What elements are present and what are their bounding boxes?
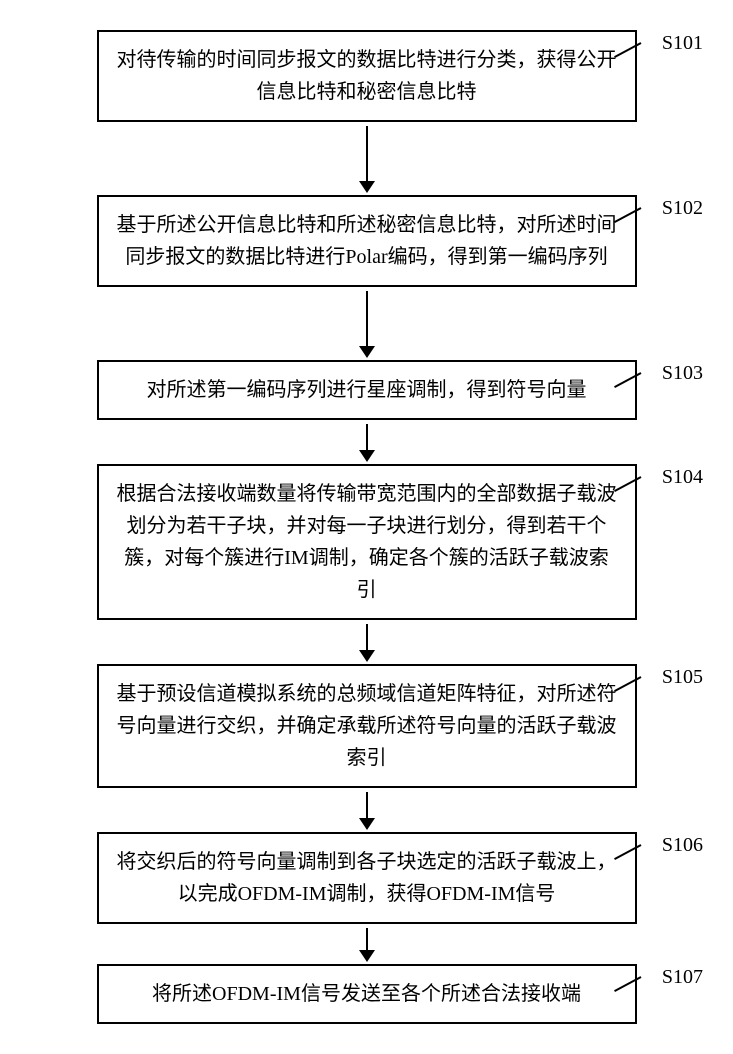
step-text: 基于所述公开信息比特和所述秘密信息比特，对所述时间同步报文的数据比特进行Pola… xyxy=(117,214,617,268)
step-box-s101: 对待传输的时间同步报文的数据比特进行分类，获得公开信息比特和秘密信息比特 xyxy=(97,30,637,122)
arrow-s102-s103 xyxy=(359,291,375,358)
step-row-s103: 对所述第一编码序列进行星座调制，得到符号向量 S103 xyxy=(20,360,713,420)
step-row-s104: 根据合法接收端数量将传输带宽范围内的全部数据子载波划分为若干子块，并对每一子块进… xyxy=(20,464,713,620)
arrow-head-icon xyxy=(359,181,375,193)
step-row-s105: 基于预设信道模拟系统的总频域信道矩阵特征，对所述符号向量进行交织，并确定承载所述… xyxy=(20,664,713,788)
step-box-s104: 根据合法接收端数量将传输带宽范围内的全部数据子载波划分为若干子块，并对每一子块进… xyxy=(97,464,637,620)
arrow-shaft xyxy=(366,792,368,818)
flowchart-container: 对待传输的时间同步报文的数据比特进行分类，获得公开信息比特和秘密信息比特 S10… xyxy=(20,30,713,1024)
step-label-s106: S106 xyxy=(662,834,703,857)
arrow-s105-s106 xyxy=(359,792,375,830)
arrow-s106-s107 xyxy=(359,928,375,962)
step-text: 根据合法接收端数量将传输带宽范围内的全部数据子载波划分为若干子块，并对每一子块进… xyxy=(117,483,617,601)
step-label-s102: S102 xyxy=(662,197,703,220)
arrow-shaft xyxy=(366,126,368,181)
arrow-head-icon xyxy=(359,450,375,462)
arrow-head-icon xyxy=(359,650,375,662)
arrow-head-icon xyxy=(359,818,375,830)
arrow-shaft xyxy=(366,624,368,650)
step-text: 对待传输的时间同步报文的数据比特进行分类，获得公开信息比特和秘密信息比特 xyxy=(117,49,617,103)
step-label-s104: S104 xyxy=(662,466,703,489)
step-label-s105: S105 xyxy=(662,666,703,689)
step-label-s107: S107 xyxy=(662,966,703,989)
step-row-s106: 将交织后的符号向量调制到各子块选定的活跃子载波上，以完成OFDM-IM调制，获得… xyxy=(20,832,713,924)
arrow-shaft xyxy=(366,928,368,950)
arrow-shaft xyxy=(366,291,368,346)
step-label-s101: S101 xyxy=(662,32,703,55)
step-text: 将交织后的符号向量调制到各子块选定的活跃子载波上，以完成OFDM-IM调制，获得… xyxy=(117,851,617,905)
arrow-s103-s104 xyxy=(359,424,375,462)
step-box-s105: 基于预设信道模拟系统的总频域信道矩阵特征，对所述符号向量进行交织，并确定承载所述… xyxy=(97,664,637,788)
step-box-s107: 将所述OFDM-IM信号发送至各个所述合法接收端 xyxy=(97,964,637,1024)
step-text: 将所述OFDM-IM信号发送至各个所述合法接收端 xyxy=(152,983,581,1005)
arrow-s101-s102 xyxy=(359,126,375,193)
step-row-s107: 将所述OFDM-IM信号发送至各个所述合法接收端 S107 xyxy=(20,964,713,1024)
arrow-head-icon xyxy=(359,950,375,962)
step-row-s102: 基于所述公开信息比特和所述秘密信息比特，对所述时间同步报文的数据比特进行Pola… xyxy=(20,195,713,287)
step-row-s101: 对待传输的时间同步报文的数据比特进行分类，获得公开信息比特和秘密信息比特 S10… xyxy=(20,30,713,122)
step-label-s103: S103 xyxy=(662,362,703,385)
step-text: 对所述第一编码序列进行星座调制，得到符号向量 xyxy=(147,379,587,401)
step-box-s106: 将交织后的符号向量调制到各子块选定的活跃子载波上，以完成OFDM-IM调制，获得… xyxy=(97,832,637,924)
arrow-shaft xyxy=(366,424,368,450)
step-text: 基于预设信道模拟系统的总频域信道矩阵特征，对所述符号向量进行交织，并确定承载所述… xyxy=(117,683,617,769)
arrow-head-icon xyxy=(359,346,375,358)
step-box-s102: 基于所述公开信息比特和所述秘密信息比特，对所述时间同步报文的数据比特进行Pola… xyxy=(97,195,637,287)
arrow-s104-s105 xyxy=(359,624,375,662)
step-box-s103: 对所述第一编码序列进行星座调制，得到符号向量 xyxy=(97,360,637,420)
